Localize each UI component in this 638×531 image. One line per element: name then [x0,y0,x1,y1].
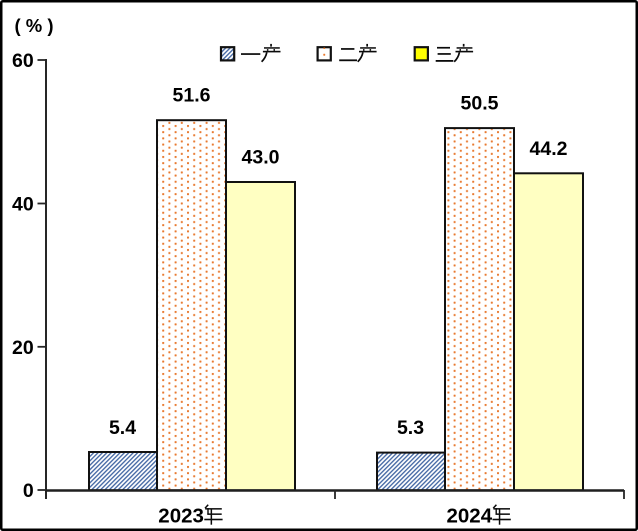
svg-text:5.4: 5.4 [109,417,136,439]
svg-text:60: 60 [12,50,34,72]
svg-text:( % ): ( % ) [15,15,54,36]
svg-text:44.2: 44.2 [530,138,568,160]
svg-text:43.0: 43.0 [242,147,280,169]
svg-text:2023: 2023 [158,505,204,528]
svg-text:0: 0 [23,480,34,502]
svg-text:5.3: 5.3 [397,417,424,439]
svg-text:50.5: 50.5 [461,93,499,115]
svg-text:2024: 2024 [447,505,493,528]
svg-text:20: 20 [12,337,34,359]
svg-text:40: 40 [12,194,34,216]
svg-text:51.6: 51.6 [173,85,211,107]
